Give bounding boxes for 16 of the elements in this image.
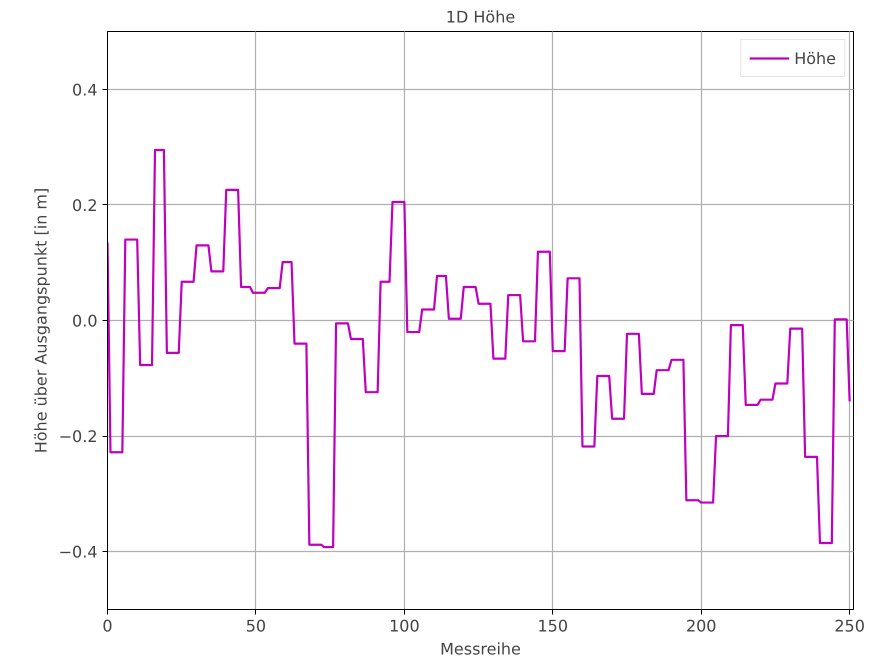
y-tick-label: 0.2 [72, 196, 98, 215]
x-tick-label: 150 [538, 616, 568, 636]
x-tick-label: 100 [389, 616, 420, 636]
x-tick-label: 200 [686, 616, 716, 636]
x-tick-label: 250 [834, 616, 865, 636]
y-tick-label: −0.2 [58, 427, 98, 446]
x-tick-label: 0 [102, 616, 113, 636]
legend-label: Höhe [794, 48, 836, 68]
chart-title: 1D Höhe [446, 8, 516, 26]
line-series [108, 148, 851, 548]
y-tick-label: 0.4 [72, 80, 98, 100]
y-tick-label: −0.4 [58, 542, 98, 562]
y-axis-title: Höhe über Ausgangspunkt [in m] [32, 188, 51, 454]
x-axis-title: Messreihe [440, 640, 521, 658]
x-tick-label: 50 [246, 616, 266, 636]
y-tick-label: 0.0 [72, 312, 98, 330]
